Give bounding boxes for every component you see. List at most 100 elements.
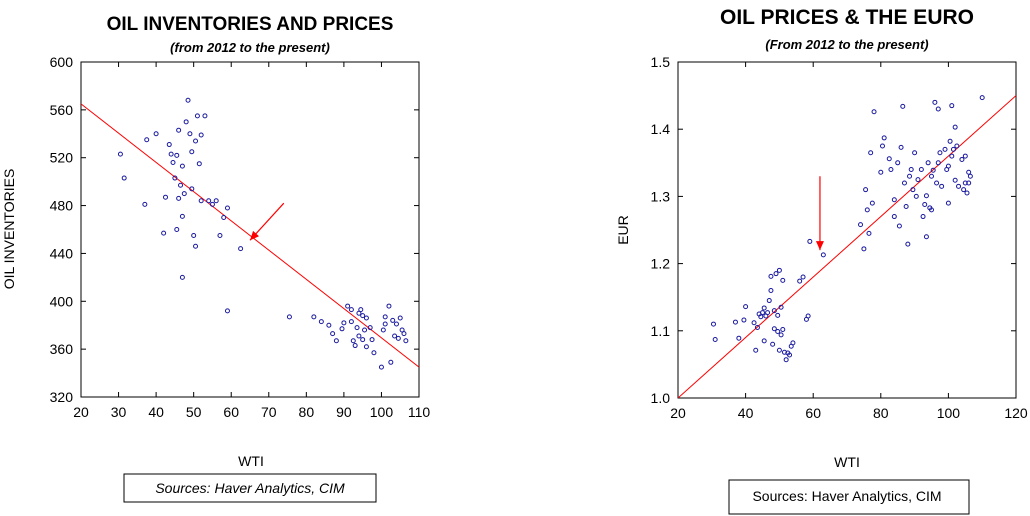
chart-1-data-point (238, 246, 244, 252)
chart-2-data-point (908, 167, 914, 173)
chart-2-arrow-head (815, 241, 824, 251)
chart-2-data-point (741, 317, 747, 323)
chart-2-data-point (771, 326, 777, 332)
chart-2-data-point (888, 167, 894, 173)
chart-2-data-point (895, 160, 901, 166)
chart-2-data-point (934, 180, 940, 186)
chart-1-x-tick-label: 80 (299, 404, 315, 420)
chart-2-data-point (942, 146, 948, 152)
chart-1-data-point (356, 333, 362, 339)
chart-1-data-point (142, 201, 148, 207)
chart-1-source-box (123, 473, 377, 503)
chart-2-data-point (929, 173, 934, 179)
chart-1-data-point (185, 97, 191, 103)
chart-1-data-point (121, 175, 127, 181)
chart-2-data-point (807, 238, 813, 244)
chart-2-data-point (898, 144, 904, 150)
chart-1-data-point (363, 315, 369, 321)
chart-1-arrow-head (250, 230, 260, 241)
chart-1-data-point (176, 127, 182, 133)
chart-1-data-point (326, 322, 332, 328)
chart-1-x-tick-label: 70 (261, 404, 277, 420)
chart-2-data-point (925, 160, 931, 166)
chart-2-x-tick-label: 120 (1004, 405, 1028, 421)
chart-2-x-tick-label: 60 (805, 405, 821, 421)
chart-2-data-point (736, 335, 742, 341)
chart-2-data-point (966, 169, 972, 175)
chart-2-data-point (879, 143, 885, 149)
chart-2-x-tick-label: 20 (670, 405, 686, 421)
chart-2-plot-area (677, 61, 1017, 399)
chart-1-data-point (395, 335, 401, 341)
chart-1-data-point (179, 163, 185, 169)
chart-2-data-point (896, 223, 902, 229)
chart-2-data-point (935, 106, 941, 112)
chart-1-x-tick-label: 100 (370, 404, 394, 420)
chart-2-data-point (923, 234, 929, 240)
chart-1-y-tick-label: 400 (50, 293, 74, 309)
chart-1-x-tick-label: 20 (73, 404, 89, 420)
chart-1-data-point (174, 227, 180, 232)
chart-1-data-point (198, 198, 204, 204)
chart-1-data-point (187, 131, 193, 137)
chart-2-data-point (780, 277, 786, 283)
chart-2-data-point (945, 200, 951, 206)
chart-1-data-point (117, 151, 123, 157)
chart-2-data-point (918, 167, 924, 173)
chart-2-data-point (954, 143, 960, 149)
chart-1-x-tick-label: 30 (111, 404, 127, 420)
chart-1-data-point (209, 201, 215, 207)
chart-2-data-point (710, 321, 716, 327)
chart-1-data-point (189, 149, 195, 155)
chart-1-data-point (392, 333, 398, 339)
chart-2-y-tick-label: 1.4 (651, 121, 671, 137)
chart-1-data-point (176, 195, 182, 201)
chart-2-data-point (766, 298, 772, 304)
chart-2-data-point (961, 187, 967, 193)
chart-2-data-point (761, 305, 767, 311)
chart-1-data-point (170, 160, 176, 165)
chart-2-data-point (753, 347, 759, 353)
chart-2-data-point (952, 177, 958, 183)
chart-2-data-point (947, 138, 953, 144)
chart-2-data-point (858, 222, 864, 228)
chart-1-data-point (217, 232, 223, 238)
chart-1-data-point (354, 325, 360, 331)
chart-2-data-point (765, 310, 771, 316)
chart-2-data-point (787, 352, 793, 358)
chart-1-data-point (348, 319, 354, 325)
chart-1-data-point (382, 321, 388, 327)
chart-1-data-point (350, 338, 356, 344)
chart-1-data-point (183, 119, 189, 125)
chart-2-data-point (937, 150, 943, 156)
chart-1-data-point (202, 113, 208, 119)
chart-1-data-point (194, 113, 200, 119)
chart-2-subtitle: (From 2012 to the present) (765, 37, 928, 52)
chart-1-x-tick-label: 50 (186, 404, 202, 420)
chart-2-data-point (768, 287, 774, 293)
chart-2-data-point (949, 103, 955, 109)
chart-2-data-point (751, 320, 757, 326)
chart-2-data-point (952, 124, 958, 130)
chart-1-title: OIL INVENTORIES AND PRICES (107, 14, 394, 35)
chart-1-data-point (196, 161, 202, 167)
chart-2-data-point (771, 308, 777, 314)
chart-1-data-point (178, 182, 184, 188)
chart-2-data-point (861, 246, 867, 252)
chart-1-data-point (191, 232, 197, 238)
chart-2-data-point (912, 150, 918, 156)
chart-2-data-point (901, 180, 907, 186)
chart-2-data-point (945, 163, 951, 169)
chart-2-data-point (743, 304, 749, 310)
chart-1-data-point (166, 142, 172, 148)
chart-1-data-point (318, 319, 324, 325)
chart-2-x-tick-label: 100 (937, 405, 961, 421)
chart-2-data-point (964, 190, 970, 196)
chart-2-data-point (966, 180, 972, 186)
chart-1-data-point (390, 317, 396, 323)
chart-1-data-point (386, 303, 392, 309)
chart-1-data-point (388, 359, 394, 365)
chart-1-data-point (330, 331, 336, 337)
chart-1-data-point (179, 274, 185, 280)
